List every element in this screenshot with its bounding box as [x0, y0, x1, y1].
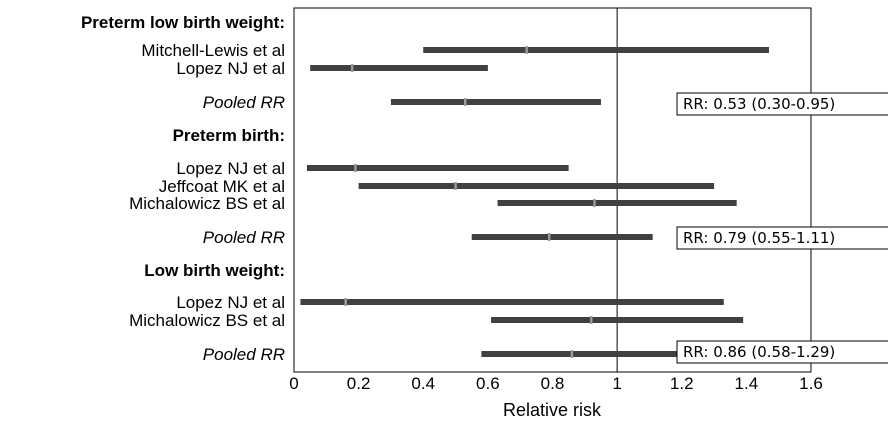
x-tick-label: 0.2: [347, 374, 371, 393]
study-label: Lopez NJ et al: [176, 159, 285, 178]
pooled-label: Pooled RR: [203, 345, 285, 364]
x-tick-label: 1.2: [670, 374, 694, 393]
row-labels: Preterm low birth weight: Mitchell-Lewis …: [81, 13, 285, 364]
x-tick-label: 1.4: [735, 374, 759, 393]
x-axis-ticks: 0 0.2 0.4 0.6 0.8 1 1.2 1.4 1.6: [289, 374, 823, 393]
study-label: Mitchell-Lewis et al: [141, 41, 285, 60]
pooled-rr-box: [676, 226, 888, 250]
ci-bars: [300, 46, 769, 358]
pooled-rr-text: RR: 0.86 (0.58-1.29): [683, 343, 835, 361]
study-label: Jeffcoat MK et al: [159, 177, 285, 196]
study-label: Michalowicz BS et al: [129, 194, 285, 213]
plot-frame: [293, 7, 812, 373]
study-label: Lopez NJ et al: [176, 59, 285, 78]
x-tick-label: 0.8: [541, 374, 565, 393]
pooled-label: Pooled RR: [203, 228, 285, 247]
x-tick-label: 0: [289, 374, 298, 393]
pooled-rr-boxes: RR: 0.53 (0.30-0.95) RR: 0.79 (0.55-1.11)…: [676, 92, 888, 364]
x-tick-label: 1.6: [799, 374, 823, 393]
pooled-rr-box: [676, 92, 888, 116]
x-axis-title: Relative risk: [503, 400, 602, 420]
group-title-3: Low birth weight:: [144, 261, 285, 280]
x-tick-label: 1: [612, 374, 621, 393]
group-title-1: Preterm low birth weight:: [81, 13, 285, 32]
pooled-rr-text: RR: 0.79 (0.55-1.11): [683, 229, 835, 247]
study-label: Lopez NJ et al: [176, 293, 285, 312]
pooled-label: Pooled RR: [203, 93, 285, 112]
group-title-2: Preterm birth:: [173, 126, 285, 145]
study-label: Michalowicz BS et al: [129, 311, 285, 330]
pooled-rr-box: [676, 340, 888, 364]
x-tick-label: 0.6: [476, 374, 500, 393]
pooled-rr-text: RR: 0.53 (0.30-0.95): [683, 95, 835, 113]
x-tick-label: 0.4: [411, 374, 435, 393]
